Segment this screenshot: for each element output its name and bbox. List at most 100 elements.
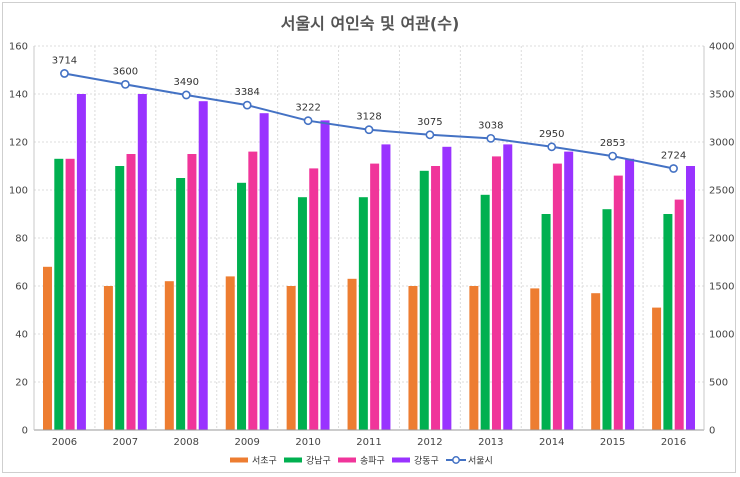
- x-tick-label: 2007: [113, 437, 138, 448]
- y-left-tick-label: 80: [15, 234, 28, 245]
- data-label: 3075: [417, 117, 442, 128]
- bar: [76, 94, 86, 430]
- bar: [115, 166, 125, 430]
- x-tick-label: 2013: [478, 437, 503, 448]
- bar: [65, 158, 75, 431]
- y-left-tick-label: 0: [22, 426, 28, 437]
- bar: [480, 194, 490, 430]
- bar: [552, 163, 562, 430]
- bar: [225, 276, 235, 430]
- data-label: 2853: [600, 138, 625, 149]
- bar: [237, 182, 247, 430]
- bar: [469, 286, 479, 430]
- y-right-tick-label: 0: [709, 426, 715, 437]
- bar: [602, 209, 612, 430]
- bar: [370, 163, 380, 430]
- legend-swatch: [392, 457, 410, 463]
- x-tick-label: 2011: [356, 437, 381, 448]
- bar: [541, 214, 551, 430]
- x-tick-label: 2006: [52, 437, 77, 448]
- legend-swatch: [338, 457, 356, 463]
- bar: [248, 151, 258, 430]
- bar: [320, 120, 330, 431]
- line-point: [486, 133, 496, 143]
- bar: [164, 281, 174, 430]
- data-label: 2724: [661, 150, 686, 161]
- x-tick-label: 2008: [174, 437, 199, 448]
- line-point: [364, 125, 374, 135]
- legend-label: 서울시: [468, 456, 493, 467]
- chart-title: 서울시 여인숙 및 여관(수): [280, 14, 460, 33]
- y-right-tick-label: 2000: [709, 234, 734, 245]
- x-tick-label: 2016: [661, 437, 686, 448]
- bar: [187, 154, 197, 430]
- legend-swatch: [284, 457, 302, 463]
- bar: [358, 197, 368, 430]
- data-label: 3128: [356, 112, 381, 123]
- bar: [137, 94, 147, 430]
- y-left-tick-label: 20: [15, 378, 28, 389]
- y-right-tick-label: 1500: [709, 282, 734, 293]
- line-point: [303, 116, 313, 126]
- y-left-tick-label: 120: [9, 138, 28, 149]
- bar: [347, 278, 357, 430]
- bar: [309, 168, 319, 430]
- x-tick-label: 2010: [295, 437, 320, 448]
- legend-marker: [452, 456, 460, 464]
- x-tick-label: 2014: [539, 437, 564, 448]
- x-tick-label: 2015: [600, 437, 625, 448]
- y-right-tick-label: 3000: [709, 138, 734, 149]
- bar: [613, 175, 623, 430]
- data-label: 3600: [113, 66, 138, 77]
- line-point: [242, 100, 252, 110]
- bar: [103, 286, 113, 430]
- data-label: 2950: [539, 129, 564, 140]
- bar: [663, 214, 673, 430]
- line-point: [669, 164, 678, 173]
- y-left-tick-label: 140: [9, 90, 28, 101]
- bar: [286, 286, 296, 430]
- y-left-tick-label: 40: [15, 330, 28, 341]
- bar: [591, 293, 601, 430]
- axes: 0 20 40 60 80 100 120 140 160 0 500 1000 1500 2000 250…: [9, 42, 735, 449]
- y-left-tick-label: 60: [15, 282, 28, 293]
- legend-label: 강동구: [414, 456, 439, 467]
- data-label: 3384: [234, 87, 259, 98]
- data-label: 3038: [478, 120, 503, 131]
- bar: [431, 166, 441, 430]
- data-label: 3222: [295, 103, 320, 114]
- legend-swatch: [230, 457, 248, 463]
- bar: [652, 307, 662, 430]
- bar: [503, 144, 513, 430]
- y-right-tick-label: 4000: [709, 42, 734, 53]
- bar: [442, 146, 452, 431]
- bar: [685, 166, 695, 430]
- y-right-tick-label: 3500: [709, 90, 734, 101]
- x-tick-label: 2012: [417, 437, 442, 448]
- bar: [419, 170, 429, 431]
- legend: 서초구 강남구 송파구 강동구 서울시: [230, 456, 493, 467]
- legend-label: 서초구: [252, 456, 277, 467]
- bar: [43, 266, 53, 430]
- bar: [259, 113, 269, 430]
- bar: [491, 156, 501, 430]
- line-point: [60, 69, 69, 78]
- bar: [381, 144, 391, 430]
- data-label: 3490: [174, 77, 199, 88]
- bars: [43, 94, 695, 431]
- bar: [176, 178, 186, 430]
- bar: [530, 288, 540, 430]
- line-point: [181, 90, 191, 100]
- line-point: [547, 142, 557, 152]
- x-tick-label: 2009: [234, 437, 259, 448]
- y-right-tick-label: 500: [709, 378, 728, 389]
- y-right-tick-label: 2500: [709, 186, 734, 197]
- y-left-tick-label: 100: [9, 186, 28, 197]
- bar: [198, 101, 208, 430]
- bar: [625, 158, 635, 431]
- total-line: 3714 3600 3490 3384 3222 3128 3075 3038 2950 2853…: [52, 55, 686, 173]
- bar: [54, 158, 64, 431]
- bar: [564, 151, 574, 430]
- line-point: [425, 130, 435, 140]
